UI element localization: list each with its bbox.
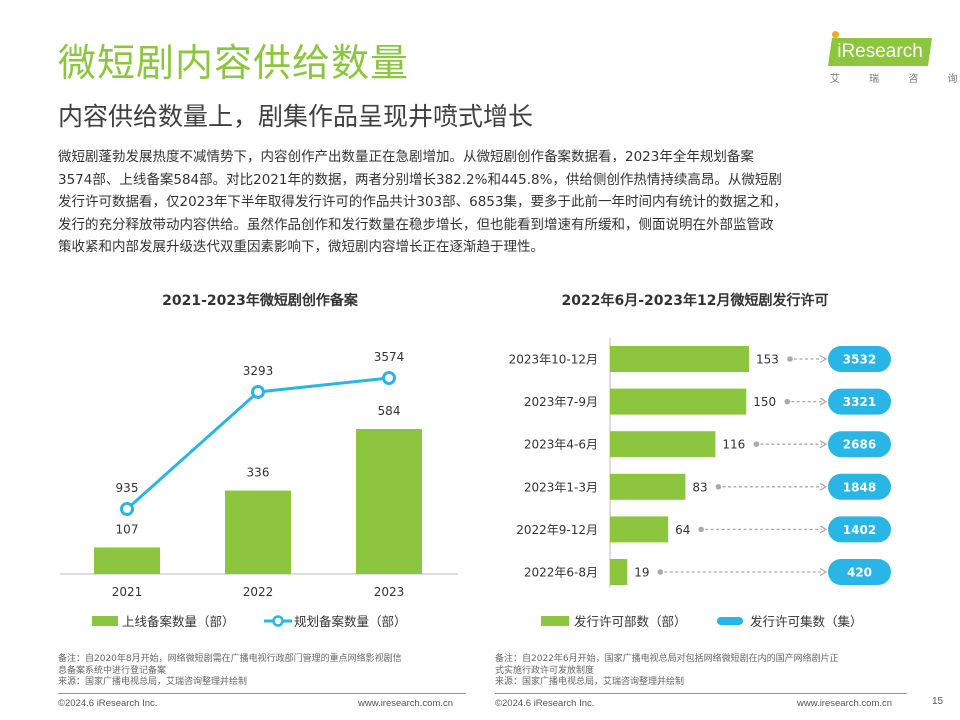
right-chart-title: 2022年6月-2023年12月微短剧发行许可 <box>561 293 829 309</box>
note-line: 来源：国家广播电视总局，艾瑞咨询整理并绘制 <box>495 677 685 687</box>
legend-swatch-point <box>272 615 284 627</box>
paragraph-line: 微短剧蓬勃发展热度不减情势下，内容创作产出数量正在急剧增加。从微短剧创作备案数据… <box>58 149 754 165</box>
bar-value-label: 19 <box>634 566 649 580</box>
note-line: 息备案系统中进行登记备案 <box>58 665 167 676</box>
bar-license-titles <box>610 388 747 415</box>
left-chart-title: 2021-2023年微短剧创作备案 <box>162 293 358 309</box>
line-value-label: 3293 <box>243 364 274 378</box>
paragraph-line: 发行的充分释放带动内容供给。虽然作品创作和发行数量在稳步增长，但也能看到增速有所… <box>58 216 774 233</box>
left-footer-divider <box>58 693 466 694</box>
logo-subtext: 艾 瑞 咨 询 <box>830 74 960 85</box>
note-line: 备注：自2022年6月开始，国家广播电视总局对包括网络微短剧在内的国产网络剧片正 <box>495 654 839 664</box>
bar-license-titles <box>610 346 749 372</box>
x-tick-label: 2021 <box>112 585 143 599</box>
legend-swatch-pill <box>717 617 743 625</box>
page-subtitle: 内容供给数量上，剧集作品呈现井喷式增长 <box>58 102 534 131</box>
bar-value-label: 584 <box>378 404 401 418</box>
connector-arrow-icon <box>819 482 828 491</box>
episode-count-label: 3321 <box>843 395 876 409</box>
line-value-label: 3574 <box>374 350 405 364</box>
bar-online-filing <box>225 490 291 574</box>
line-planned-filing <box>126 376 390 511</box>
connector-arrow-icon <box>819 525 828 534</box>
right-copyright: ©2024.6 iResearch Inc. <box>495 698 595 709</box>
episode-count-label: 3532 <box>843 353 876 367</box>
paragraph-line: 3574部、上线备案584部。对比2021年的数据，两者分别增长382.2%和4… <box>58 171 782 188</box>
bar-license-titles <box>610 431 716 458</box>
bar-online-filing <box>94 547 160 574</box>
bar-value-label: 83 <box>692 480 707 494</box>
episode-count-pill <box>828 388 891 415</box>
connector-arrow-icon <box>819 567 828 577</box>
paragraph-line: 发行许可数据看，仅2023年下半年取得发行许可的作品共计303部、6853集，要… <box>58 194 787 211</box>
episode-count-label: 1848 <box>843 480 876 494</box>
left-url: www.iresearch.com.cn <box>358 698 454 709</box>
x-tick-label: 2022 <box>243 585 274 599</box>
connector-dot <box>753 441 760 448</box>
legend-label-line: 规划备案数量（部） <box>294 614 407 629</box>
logo-dot-icon <box>832 31 839 38</box>
logo-text: iResearch <box>837 41 923 62</box>
episode-count-pill <box>828 473 891 500</box>
paragraph-line: 策收紧和内部发展升级迭代双重因素影响下，微短剧内容增长正在逐渐趋于理性。 <box>58 239 544 256</box>
bar-value-label: 107 <box>116 522 139 536</box>
legend-label-pill: 发行许可集数（集） <box>750 614 863 629</box>
bar-value-label: 150 <box>753 395 776 409</box>
episode-count-label: 2686 <box>843 438 876 452</box>
note-line: 备注：自2020年8月开始，网络微短剧需在广播电视行政部门管理的重点网络影视剧信 <box>58 654 402 664</box>
y-tick-label: 2023年10-12月 <box>509 353 598 367</box>
bar-license-titles <box>610 516 669 543</box>
page-number: 15 <box>932 696 944 707</box>
connector-arrow-icon <box>819 440 828 449</box>
summary-paragraph: 微短剧蓬勃发展热度不减情势下，内容创作产出数量正在急剧增加。从微短剧创作备案数据… <box>58 146 908 259</box>
y-tick-label: 2023年1-3月 <box>524 480 598 494</box>
left-note: 备注：自2020年8月开始，网络微短剧需在广播电视行政部门管理的重点网络影视剧信… <box>58 654 468 689</box>
bar-value-label: 336 <box>247 466 270 480</box>
y-tick-label: 2022年9-12月 <box>516 523 598 537</box>
legend-swatch-bar <box>92 616 118 626</box>
bar-online-filing <box>356 429 422 574</box>
connector-dot <box>698 526 704 533</box>
left-copyright: ©2024.6 iResearch Inc. <box>58 698 158 709</box>
connector-arrow-icon <box>819 354 828 364</box>
episode-count-pill <box>828 516 891 543</box>
iresearch-logo: iResearch 艾 瑞 咨 询 <box>824 30 960 90</box>
legend-label-bar: 发行许可部数（部） <box>574 614 687 629</box>
connector-dot <box>787 356 793 362</box>
connector-dot <box>784 398 791 405</box>
bar-value-label: 153 <box>756 353 779 367</box>
y-tick-label: 2023年7-9月 <box>524 395 598 409</box>
page-title: 微短剧内容供给数量 <box>58 41 410 85</box>
line-point <box>382 371 396 385</box>
bar-value-label: 64 <box>675 523 690 537</box>
bar-value-label: 116 <box>722 438 745 452</box>
episode-count-pill <box>828 346 891 372</box>
bar-license-titles <box>610 473 686 500</box>
connector-dot <box>715 484 722 490</box>
right-note: 备注：自2022年6月开始，国家广播电视总局对包括网络微短剧在内的国产网络剧片正… <box>495 654 905 689</box>
line-point <box>120 502 134 516</box>
episode-count-pill <box>828 559 891 585</box>
legend-label-bar: 上线备案数量（部） <box>122 614 235 629</box>
line-value-label: 935 <box>116 481 139 495</box>
note-line: 来源：国家广播电视总局，艾瑞咨询整理并绘制 <box>58 677 248 687</box>
y-tick-label: 2023年4-6月 <box>524 438 598 452</box>
connector-arrow-icon <box>819 397 828 406</box>
episode-count-pill <box>828 431 891 458</box>
legend-swatch-bar <box>541 616 569 626</box>
note-line: 式实施行政许可发放制度 <box>495 665 595 676</box>
right-url: www.iresearch.com.cn <box>797 698 893 709</box>
bar-license-titles <box>610 559 628 585</box>
right-footer-divider <box>495 693 907 694</box>
y-tick-label: 2022年6-8月 <box>524 566 598 580</box>
episode-count-label: 420 <box>847 566 872 580</box>
connector-dot <box>657 569 664 575</box>
episode-count-label: 1402 <box>843 523 876 537</box>
line-point <box>251 384 265 399</box>
x-tick-label: 2023 <box>374 585 405 599</box>
